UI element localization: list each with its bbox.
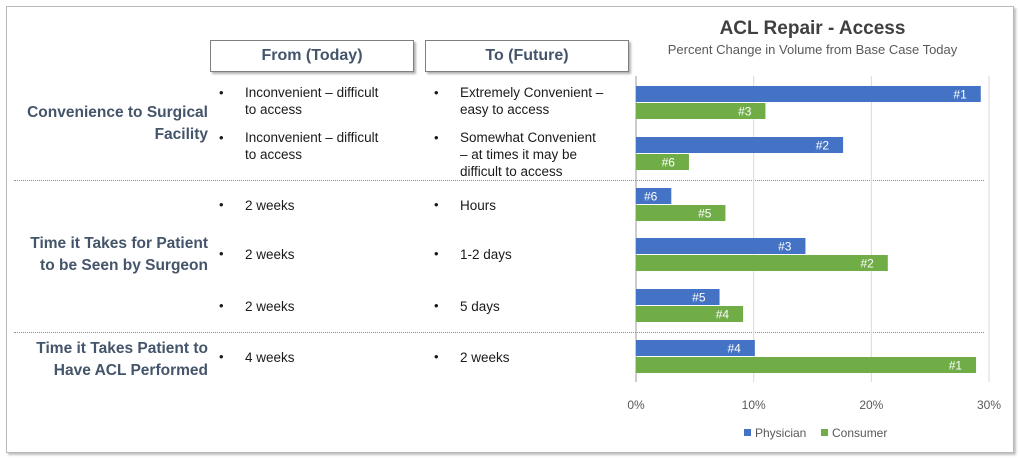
bullet: • bbox=[434, 298, 439, 313]
legend-swatch bbox=[744, 429, 751, 436]
from-cell: 2 weeks bbox=[245, 246, 295, 263]
to-cell: 5 days bbox=[460, 298, 500, 315]
to-cell: Somewhat Convenient – at times it may be… bbox=[460, 129, 596, 180]
cell-line: easy to access bbox=[460, 102, 550, 117]
bar-rank-label: #3 bbox=[778, 240, 792, 254]
bar-rank-label: #5 bbox=[698, 207, 712, 221]
cell-line: Somewhat Convenient bbox=[460, 130, 596, 145]
header-from: From (Today) bbox=[210, 40, 414, 72]
bar-rank-label: #2 bbox=[816, 139, 830, 153]
bullet: • bbox=[219, 246, 224, 261]
bar-physician bbox=[636, 86, 981, 102]
from-cell: Inconvenient – difficult to access bbox=[245, 84, 378, 118]
bar-rank-label: #1 bbox=[949, 359, 963, 373]
bullet: • bbox=[434, 85, 439, 100]
category-time-to-acl: Time it Takes Patient to Have ACL Perfor… bbox=[14, 338, 208, 382]
legend-swatch bbox=[821, 429, 828, 436]
legend-label: Consumer bbox=[832, 426, 887, 440]
chart-title: ACL Repair - Access bbox=[719, 18, 906, 39]
bullet: • bbox=[219, 298, 224, 313]
bar-rank-label: #6 bbox=[662, 156, 676, 170]
bullet: • bbox=[434, 349, 439, 364]
bar-rank-label: #2 bbox=[860, 257, 874, 271]
x-tick-label: 20% bbox=[859, 398, 883, 412]
bullet: • bbox=[219, 349, 224, 364]
bar-rank-label: #1 bbox=[953, 88, 967, 102]
cell-line: – at times it may be bbox=[460, 147, 578, 162]
slide-frame bbox=[6, 6, 1014, 453]
category-line: Convenience to Surgical bbox=[27, 104, 208, 121]
cell-line: 4 weeks bbox=[245, 350, 295, 365]
row-separator bbox=[14, 180, 984, 181]
cell-line: 2 weeks bbox=[245, 299, 295, 314]
cell-line: 2 weeks bbox=[460, 350, 510, 365]
to-cell: 1-2 days bbox=[460, 246, 512, 263]
bar-consumer bbox=[636, 154, 689, 170]
bar-consumer bbox=[636, 306, 744, 322]
cell-line: Inconvenient – difficult bbox=[245, 85, 379, 100]
bar-rank-label: #4 bbox=[716, 308, 730, 322]
to-cell: Extremely Convenient – easy to access bbox=[460, 84, 603, 118]
category-line: Have ACL Performed bbox=[53, 362, 208, 379]
bar-consumer bbox=[636, 103, 766, 119]
x-tick-label: 0% bbox=[627, 398, 645, 412]
bar-consumer bbox=[636, 255, 888, 271]
bullet: • bbox=[434, 197, 439, 212]
category-line: Facility bbox=[154, 126, 208, 143]
cell-line: 1-2 days bbox=[460, 247, 512, 262]
cell-line: Hours bbox=[460, 198, 497, 213]
from-cell: 2 weeks bbox=[245, 298, 295, 315]
bullet: • bbox=[219, 130, 224, 145]
category-line: Time it Takes for Patient bbox=[30, 235, 208, 252]
legend-label: Physician bbox=[755, 426, 806, 440]
cell-line: 2 weeks bbox=[245, 198, 295, 213]
bar-physician bbox=[636, 340, 755, 356]
category-line: Time it Takes Patient to bbox=[36, 340, 208, 357]
bar-physician bbox=[636, 137, 844, 153]
cell-line: 2 weeks bbox=[245, 247, 295, 262]
header-to: To (Future) bbox=[425, 40, 629, 72]
bar-rank-label: #6 bbox=[644, 190, 658, 204]
from-cell: 4 weeks bbox=[245, 349, 295, 366]
cell-line: difficult to access bbox=[460, 164, 563, 179]
bar-consumer bbox=[636, 205, 726, 221]
to-cell: 2 weeks bbox=[460, 349, 510, 366]
row-separator bbox=[14, 332, 984, 333]
bar-rank-label: #4 bbox=[727, 342, 741, 356]
cell-line: to access bbox=[245, 102, 303, 117]
bar-consumer bbox=[636, 357, 977, 373]
bar-rank-label: #5 bbox=[692, 291, 706, 305]
from-cell: 2 weeks bbox=[245, 197, 295, 214]
chart-subtitle: Percent Change in Volume from Base Case … bbox=[667, 42, 958, 57]
bar-physician bbox=[636, 289, 720, 305]
bullet: • bbox=[219, 85, 224, 100]
bar-physician bbox=[636, 238, 806, 254]
from-cell: Inconvenient – difficult to access bbox=[245, 129, 378, 163]
category-convenience: Convenience to Surgical Facility bbox=[14, 102, 208, 146]
x-tick-label: 30% bbox=[977, 398, 1001, 412]
cell-line: 5 days bbox=[460, 299, 500, 314]
bullet: • bbox=[434, 130, 439, 145]
category-line: to be Seen by Surgeon bbox=[40, 257, 208, 274]
category-time-to-see-surgeon: Time it Takes for Patient to be Seen by … bbox=[14, 233, 208, 277]
cell-line: Extremely Convenient – bbox=[460, 85, 604, 100]
bullet: • bbox=[434, 246, 439, 261]
bar-rank-label: #3 bbox=[738, 105, 752, 119]
bullet: • bbox=[219, 197, 224, 212]
to-cell: Hours bbox=[460, 197, 496, 214]
bar-physician bbox=[636, 188, 672, 204]
cell-line: to access bbox=[245, 147, 303, 162]
cell-line: Inconvenient – difficult bbox=[245, 130, 379, 145]
x-tick-label: 10% bbox=[742, 398, 766, 412]
